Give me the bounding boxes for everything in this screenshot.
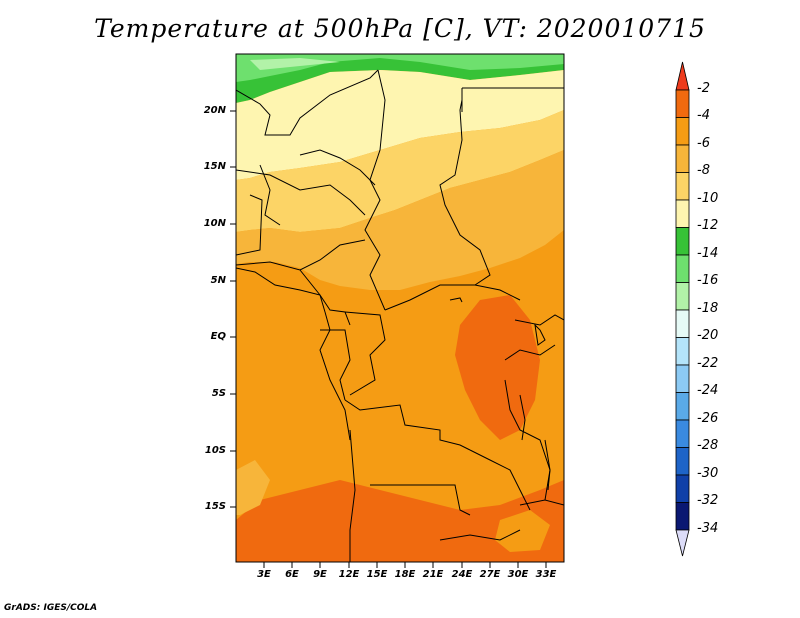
colorbar: [675, 61, 690, 557]
colorbar-label: -18: [697, 301, 719, 316]
colorbar-segment: [675, 89, 690, 118]
country-borders: [236, 69, 564, 562]
lat-label-20n: 20N: [203, 105, 226, 116]
colorbar-label: -26: [697, 411, 719, 426]
colorbar-segment: [675, 447, 690, 476]
colorbar-label: -28: [697, 438, 719, 453]
colorbar-label: -24: [697, 383, 719, 398]
warm-patch-south: [236, 480, 564, 562]
colorbar-label: -12: [697, 218, 719, 233]
colorbar-label: -34: [697, 521, 719, 536]
lon-label-30e: 30E: [507, 569, 529, 580]
colorbar-label: -4: [697, 108, 710, 123]
colorbar-segment: [675, 474, 690, 503]
colorbar-segment: [675, 282, 690, 311]
colorbar-segment: [675, 364, 690, 393]
axis-ticks: [230, 110, 547, 568]
colorbar-segment: [675, 392, 690, 421]
colorbar-label: -14: [697, 246, 719, 261]
grads-credit: GrADS: IGES/COLA: [4, 603, 98, 613]
colorbar-segment: [675, 199, 690, 228]
warm-patch-east: [455, 295, 540, 440]
map-frame: [235, 53, 565, 563]
lon-label-33e: 33E: [535, 569, 557, 580]
colorbar-segment: [675, 227, 690, 256]
lon-label-15e: 15E: [366, 569, 388, 580]
lat-label-5n: 5N: [210, 275, 226, 286]
lon-label-21e: 21E: [422, 569, 444, 580]
colorbar-label: -8: [697, 163, 710, 178]
lat-label-5s: 5S: [211, 388, 226, 399]
lon-label-9e: 9E: [313, 569, 327, 580]
colorbar-segment: [675, 309, 690, 338]
colorbar-label: -20: [697, 328, 719, 343]
temperature-field: [236, 54, 564, 562]
lon-label-6e: 6E: [285, 569, 299, 580]
colorbar-segment: [675, 117, 690, 146]
colorbar-label: -2: [697, 81, 710, 96]
colorbar-label: -30: [697, 466, 719, 481]
lon-label-27e: 27E: [479, 569, 501, 580]
colorbar-label: -10: [697, 191, 719, 206]
zone-minus8: [236, 110, 564, 232]
lat-label-eq: EQ: [210, 331, 226, 342]
lat-label-15n: 15N: [203, 161, 226, 172]
map-title: Temperature at 500hPa [C], VT: 202001071…: [94, 14, 706, 43]
colorbar-segment: [675, 144, 690, 173]
lon-label-24e: 24E: [451, 569, 473, 580]
cold-band-pale: [250, 58, 340, 70]
lat-label-10s: 10S: [204, 445, 226, 456]
colorbar-label: -16: [697, 273, 719, 288]
warm-patch-southwest: [236, 460, 270, 515]
lon-label-18e: 18E: [394, 569, 416, 580]
lat-label-10n: 10N: [203, 218, 226, 229]
colorbar-segment: [675, 254, 690, 283]
colorbar-segment: [675, 419, 690, 448]
colorbar-segment: [675, 172, 690, 201]
colorbar-label: -22: [697, 356, 719, 371]
zone-minus10: [236, 70, 564, 180]
lon-label-3e: 3E: [257, 569, 271, 580]
lon-label-12e: 12E: [338, 569, 360, 580]
colorbar-label: -6: [697, 136, 710, 151]
colorbar-label: -32: [697, 493, 719, 508]
cool-patch-southeast: [495, 510, 550, 552]
colorbar-segment: [675, 337, 690, 366]
colorbar-bottom-arrow: [675, 529, 690, 557]
colorbar-top-arrow: [675, 61, 690, 91]
colorbar-segment: [675, 502, 690, 531]
lat-label-15s: 15S: [204, 501, 226, 512]
